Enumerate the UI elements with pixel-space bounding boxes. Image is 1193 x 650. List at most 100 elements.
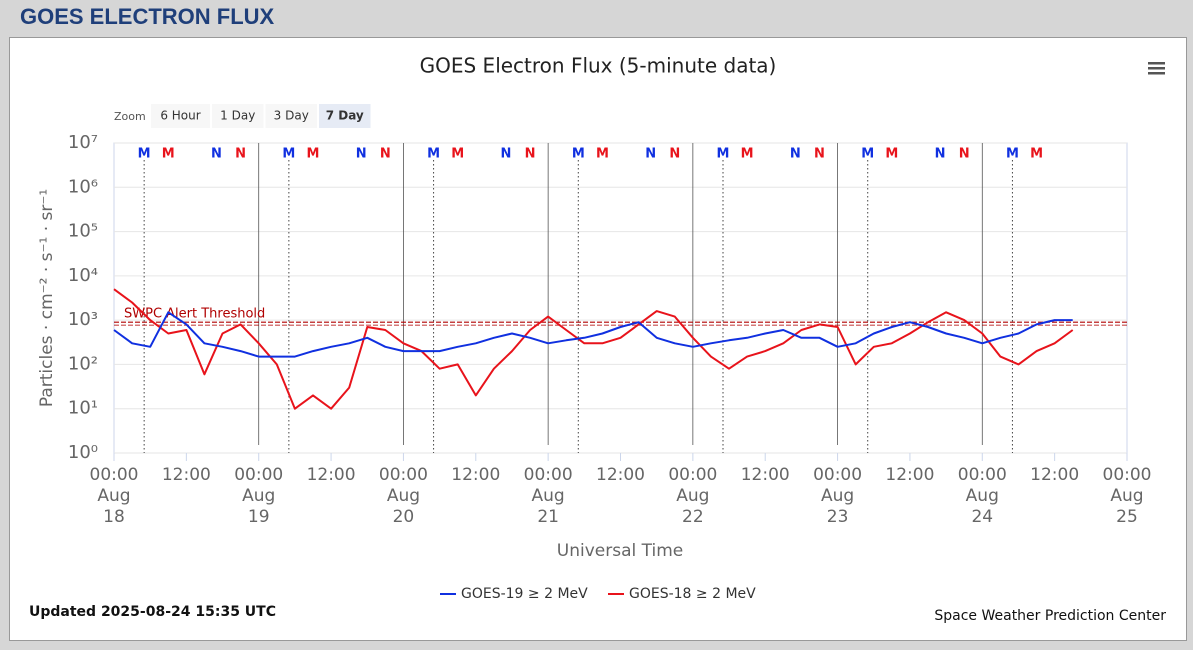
- x-tick-label-line: 25: [1116, 507, 1138, 527]
- x-tick-label-line: 12:00: [307, 465, 356, 485]
- chart-title: GOES Electron Flux (5-minute data): [420, 54, 777, 78]
- page-title: GOES ELECTRON FLUX: [20, 4, 275, 29]
- x-tick-label-line: 00:00: [958, 465, 1007, 485]
- x-tick-label: 00:00 Aug 18: [90, 465, 139, 527]
- x-tick-label-line: 00:00: [379, 465, 428, 485]
- marker-label: M: [451, 147, 464, 162]
- x-tick-label: 00:00 Aug 21: [524, 465, 573, 527]
- y-tick-label: 10²: [68, 353, 98, 374]
- x-tick-label: 12:00: [451, 465, 500, 485]
- zoom-button-label: 1 Day: [220, 109, 255, 123]
- x-tick-label-line: Aug: [242, 486, 275, 506]
- x-tick-label-line: 18: [103, 507, 125, 527]
- zoom-button-bg: [151, 104, 210, 128]
- x-tick-label-line: 12:00: [451, 465, 500, 485]
- x-tick-label-line: Aug: [387, 486, 420, 506]
- marker-label: N: [959, 147, 970, 162]
- y-tick-label: 10⁷: [68, 132, 98, 153]
- x-tick-label-line: 12:00: [741, 465, 790, 485]
- zoom-button[interactable]: 1 Day: [212, 104, 264, 128]
- zoom-button[interactable]: 3 Day: [265, 104, 318, 128]
- zoom-button[interactable]: 6 Hour: [151, 104, 210, 128]
- x-tick-label-line: 24: [971, 507, 993, 527]
- x-tick-label-line: Aug: [676, 486, 709, 506]
- menu-bar: [1148, 62, 1165, 65]
- updated-time: Updated 2025-08-24 15:35 UTC: [29, 604, 276, 620]
- x-tick-label-line: 23: [827, 507, 849, 527]
- y-tick-label: 10⁶: [68, 176, 98, 197]
- x-tick-label-line: Aug: [97, 486, 130, 506]
- marker-label: M: [427, 147, 440, 162]
- x-tick-label-line: 21: [537, 507, 559, 527]
- zoom-button-label: 6 Hour: [160, 109, 200, 123]
- marker-label: N: [645, 147, 656, 162]
- marker-label: M: [307, 147, 320, 162]
- marker-label: M: [572, 147, 585, 162]
- panel: [9, 37, 1187, 641]
- marker-label: N: [380, 147, 391, 162]
- marker-label: M: [1030, 147, 1043, 162]
- x-tick-label-line: 12:00: [1030, 465, 1079, 485]
- zoom-button-label: 3 Day: [274, 109, 309, 123]
- marker-label: M: [138, 147, 151, 162]
- marker-label: N: [669, 147, 680, 162]
- marker-label: N: [790, 147, 801, 162]
- x-tick-label: 12:00: [596, 465, 645, 485]
- marker-label: N: [211, 147, 222, 162]
- y-axis-title: Particles · cm⁻² · s⁻¹ · sr⁻¹: [37, 189, 57, 407]
- y-tick-label: 10⁵: [68, 221, 98, 242]
- y-tick-label: 10⁰: [68, 442, 98, 463]
- x-tick-label-line: 00:00: [813, 465, 862, 485]
- zoom-button-bg: [265, 104, 317, 128]
- marker-label: M: [282, 147, 295, 162]
- x-tick-label-line: 22: [682, 507, 704, 527]
- x-tick-label: 12:00: [162, 465, 211, 485]
- marker-label: M: [885, 147, 898, 162]
- marker-label: N: [814, 147, 825, 162]
- menu-bar: [1148, 72, 1165, 75]
- x-tick-label: 12:00: [885, 465, 934, 485]
- marker-label: M: [861, 147, 874, 162]
- legend-label: GOES-19 ≥ 2 MeV: [461, 586, 588, 602]
- marker-label: N: [356, 147, 367, 162]
- zoom-button-bg: [212, 104, 264, 128]
- marker-label: N: [935, 147, 946, 162]
- zoom-button-bg: [319, 104, 371, 128]
- menu-bar: [1148, 67, 1165, 70]
- marker-label: N: [500, 147, 511, 162]
- x-tick-label-line: 00:00: [668, 465, 717, 485]
- credit: Space Weather Prediction Center: [934, 608, 1166, 624]
- x-tick-label: 00:00 Aug 24: [958, 465, 1007, 527]
- zoom-button[interactable]: 7 Day: [319, 104, 371, 128]
- x-tick-label-line: 19: [248, 507, 270, 527]
- marker-label: M: [596, 147, 609, 162]
- threshold-label: SWPC Alert Threshold: [124, 307, 265, 322]
- x-tick-label: 12:00: [1030, 465, 1079, 485]
- x-tick-label-line: Aug: [966, 486, 999, 506]
- marker-label: M: [741, 147, 754, 162]
- y-tick-label: 10⁴: [68, 265, 98, 286]
- marker-label: M: [162, 147, 175, 162]
- series-line: [113, 311, 1073, 358]
- x-tick-label-line: 12:00: [162, 465, 211, 485]
- x-tick-label-line: Aug: [821, 486, 854, 506]
- marker-label: M: [717, 147, 730, 162]
- legend-label: GOES-18 ≥ 2 MeV: [629, 586, 756, 602]
- zoom-button-label: 7 Day: [326, 109, 364, 123]
- marker-label: N: [525, 147, 536, 162]
- marker-label: M: [1006, 147, 1019, 162]
- x-tick-label: 00:00 Aug 22: [668, 465, 717, 527]
- x-tick-label-line: 12:00: [596, 465, 645, 485]
- y-tick-label: 10³: [68, 309, 98, 330]
- x-tick-label: 00:00 Aug 20: [379, 465, 428, 527]
- x-tick-label-line: 00:00: [234, 465, 283, 485]
- x-tick-label: 12:00: [741, 465, 790, 485]
- x-tick-label: 12:00: [307, 465, 356, 485]
- x-tick-label-line: 00:00: [90, 465, 139, 485]
- x-tick-label: 00:00 Aug 19: [234, 465, 283, 527]
- zoom-label: Zoom: [114, 110, 146, 123]
- menu-button[interactable]: [1148, 62, 1165, 75]
- x-axis-title: Universal Time: [557, 541, 683, 561]
